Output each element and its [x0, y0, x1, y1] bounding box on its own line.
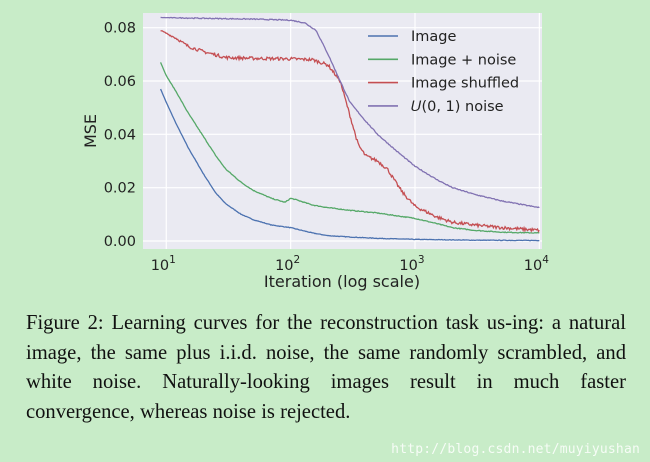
series-line-1 — [159, 62, 540, 234]
y-tick-label: 0.08 — [104, 21, 136, 37]
legend: Image Image + noise Image shuffled 𝑈(0, 1) … — [368, 29, 519, 115]
x-axis-label: Iteration (log scale) — [264, 272, 420, 291]
y-tick-label: 0.02 — [104, 181, 136, 197]
grid-lines — [143, 13, 542, 249]
watermark: http://blog.csdn.net/muyiyushan — [391, 442, 640, 457]
legend-label: Image — [411, 29, 456, 45]
y-tick-label: 0.06 — [104, 74, 136, 90]
plot-background — [143, 13, 542, 249]
legend-label: Image shuffled — [411, 76, 519, 92]
x-tick-label: 104 — [524, 254, 549, 274]
y-tick-labels: 0.00 0.02 0.04 0.06 0.08 — [104, 21, 136, 250]
series-line-3 — [160, 16, 540, 209]
series-line-2 — [160, 30, 540, 233]
legend-label: Image + noise — [411, 52, 516, 68]
x-tick-label: 103 — [399, 254, 424, 274]
series-lines — [159, 16, 540, 242]
y-tick-label: 0.00 — [104, 234, 136, 250]
x-tick-label: 101 — [151, 254, 176, 274]
series-line-0 — [159, 88, 540, 242]
x-tick-label: 102 — [275, 254, 300, 274]
y-axis-label: MSE — [81, 114, 100, 148]
x-tick-labels: 101 102 103 104 — [151, 254, 550, 274]
legend-label: 𝑈(0, 1) noise — [411, 99, 504, 115]
learning-curves-chart: 0.00 0.02 0.04 0.06 0.08 101 102 103 104 Iterat… — [81, 13, 550, 291]
figure-caption: Figure 2: Learning curves for the recons… — [26, 312, 626, 423]
y-tick-label: 0.04 — [104, 127, 136, 143]
